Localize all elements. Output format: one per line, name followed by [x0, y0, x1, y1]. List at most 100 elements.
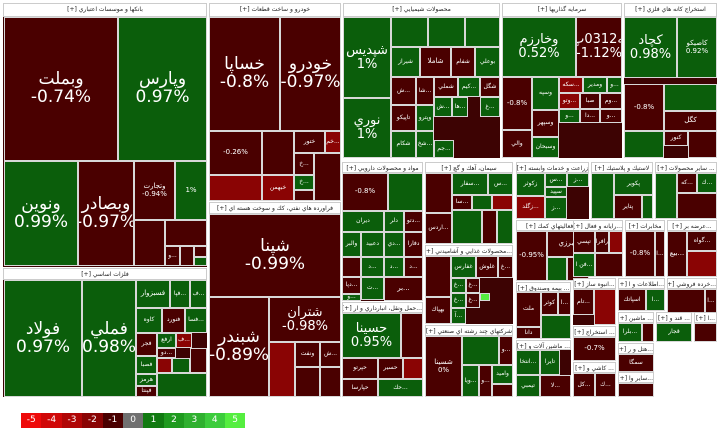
stock-tile[interactable]: -0.95% [516, 231, 547, 281]
stock-tile[interactable]: تاپيكو [391, 105, 416, 131]
stock-tile[interactable]: ...كيم [458, 77, 480, 97]
stock-tile[interactable]: وپارس 0.97% [118, 17, 207, 161]
stock-tile[interactable]: ...و [600, 109, 622, 123]
stock-tile[interactable] [472, 195, 492, 210]
stock-tile[interactable] [465, 17, 500, 47]
stock-tile[interactable]: كاصيكو 0.92% [677, 17, 717, 78]
stock-tile[interactable]: ...وم [600, 93, 622, 109]
stock-tile[interactable] [687, 251, 717, 277]
stock-tile[interactable]: ...دي [384, 232, 404, 257]
stock-tile[interactable]: ...خم [325, 131, 341, 153]
stock-tile[interactable]: ...غ [480, 97, 500, 117]
stock-tile[interactable] [342, 257, 361, 277]
stock-tile[interactable]: وپترو [416, 105, 434, 131]
stock-tile[interactable]: ...ز [545, 197, 567, 219]
stock-tile[interactable]: -0.7% [573, 337, 616, 361]
stock-tile[interactable]: ...غ [498, 256, 513, 278]
stock-tile[interactable]: ...ف [176, 333, 192, 348]
stock-tile[interactable]: ...غ [451, 278, 466, 293]
stock-tile[interactable] [180, 246, 194, 266]
stock-tile[interactable] [428, 17, 465, 47]
stock-tile[interactable]: بهپاك [425, 297, 451, 324]
stock-tile[interactable]: وتجارت -0.94% [134, 161, 175, 220]
stock-tile[interactable]: حسير [378, 358, 403, 379]
stock-tile[interactable]: شپديس 1% [343, 17, 391, 98]
sector-header[interactable]: ... قند و [+] [656, 312, 692, 323]
stock-tile[interactable]: شيراز [391, 47, 420, 77]
stock-tile[interactable]: شگل [480, 77, 500, 97]
stock-tile[interactable] [642, 323, 654, 342]
stock-tile[interactable]: شملي [434, 77, 458, 97]
stock-tile[interactable]: فنورد [162, 308, 185, 333]
stock-tile[interactable]: شبندر -0.89% [209, 297, 269, 397]
stock-tile[interactable]: تيمبي [516, 375, 540, 397]
stock-tile[interactable]: خساپا -0.8% [209, 17, 280, 131]
stock-tile[interactable] [401, 313, 423, 358]
stock-tile[interactable] [425, 173, 452, 213]
stock-tile[interactable] [462, 336, 499, 365]
stock-tile[interactable] [403, 358, 423, 379]
stock-tile[interactable]: ملت [516, 292, 541, 327]
stock-tile[interactable]: ...ا [558, 292, 571, 315]
sector-header[interactable]: استخراج كانه هاي فلزي [+] [624, 3, 717, 17]
stock-tile[interactable]: -0.8% [625, 231, 655, 277]
stock-tile[interactable]: ...سا [452, 195, 472, 210]
stock-tile[interactable]: شپنا -0.99% [209, 214, 341, 297]
stock-tile[interactable]: خبهمن [262, 175, 294, 201]
stock-tile[interactable] [492, 195, 513, 210]
sector-header[interactable]: ...عرضه بر [+] [667, 220, 717, 231]
stock-tile[interactable]: ...ش [391, 77, 416, 105]
stock-tile[interactable]: ...تام [573, 289, 594, 315]
stock-tile[interactable]: ...دو [157, 348, 176, 358]
stock-tile[interactable]: فپنتا [136, 386, 157, 397]
stock-tile[interactable]: ...ف [190, 280, 207, 308]
stock-tile[interactable]: ...و [342, 294, 361, 301]
sector-header[interactable]: محصولات شيميايي [+] [343, 3, 500, 17]
stock-tile[interactable] [134, 220, 165, 266]
stock-tile[interactable]: ...و [607, 77, 622, 93]
stock-tile[interactable]: وبملت -0.74% [4, 17, 118, 161]
stock-tile[interactable]: ...ك [595, 373, 616, 397]
stock-tile[interactable] [547, 257, 567, 281]
stock-tile[interactable]: ...شخ [416, 131, 434, 158]
stock-tile[interactable]: ...شا [416, 77, 434, 105]
stock-tile[interactable]: خودرو -0.97% [280, 17, 341, 131]
sector-header[interactable]: ...اطلاعات و ا [+] [618, 278, 665, 289]
sector-header[interactable]: ...حمل ونقل، انبارداري و ار [+] [342, 302, 423, 313]
stock-tile[interactable]: ...د [384, 257, 404, 277]
stock-tile[interactable] [595, 253, 623, 277]
stock-tile[interactable]: ...ش [320, 342, 341, 367]
stock-tile[interactable]: ...اردس [425, 213, 452, 244]
stock-tile[interactable] [295, 367, 320, 397]
stock-tile[interactable]: اسپاتك [618, 289, 646, 311]
stock-tile[interactable] [269, 342, 295, 397]
stock-tile[interactable] [314, 153, 341, 201]
stock-tile[interactable]: بوعلي [475, 47, 500, 77]
stock-tile[interactable] [642, 195, 653, 219]
stock-tile[interactable]: قجار [656, 323, 692, 342]
stock-tile[interactable]: دلر [384, 211, 404, 232]
stock-tile[interactable]: غلوش [476, 256, 498, 278]
stock-tile[interactable]: ...د [404, 257, 423, 277]
stock-tile[interactable]: حپارسا [342, 379, 378, 397]
stock-tile[interactable]: سمگا [618, 354, 654, 372]
stock-tile[interactable]: ...فن ا [573, 253, 595, 277]
stock-tile[interactable] [209, 175, 262, 201]
stock-tile[interactable]: ...زگلد [516, 196, 545, 219]
stock-tile[interactable]: ديران [342, 211, 384, 232]
stock-tile[interactable]: ...س [488, 173, 513, 195]
stock-tile[interactable]: فجر [136, 333, 157, 356]
stock-tile[interactable]: ...بلرا [618, 323, 642, 342]
sector-header[interactable]: خودرو و ساخت قطعات [+] [209, 3, 341, 17]
stock-tile[interactable]: شكام [391, 131, 416, 158]
sector-header[interactable]: ... بيمه وصندوق [+] [516, 282, 571, 292]
sector-header[interactable]: ...ا [+] [694, 312, 717, 323]
sector-header[interactable]: ... كاشي و [+] [573, 362, 616, 373]
stock-tile[interactable]: ...فسا [185, 308, 207, 333]
stock-tile[interactable]: ...و [479, 365, 492, 397]
stock-tile[interactable] [655, 173, 677, 219]
stock-tile[interactable]: كگل [664, 111, 717, 131]
stock-tile[interactable]: نوري 1% [343, 98, 391, 158]
stock-tile[interactable]: ...انتخا [516, 350, 540, 375]
stock-tile[interactable]: شاملا [420, 47, 451, 77]
